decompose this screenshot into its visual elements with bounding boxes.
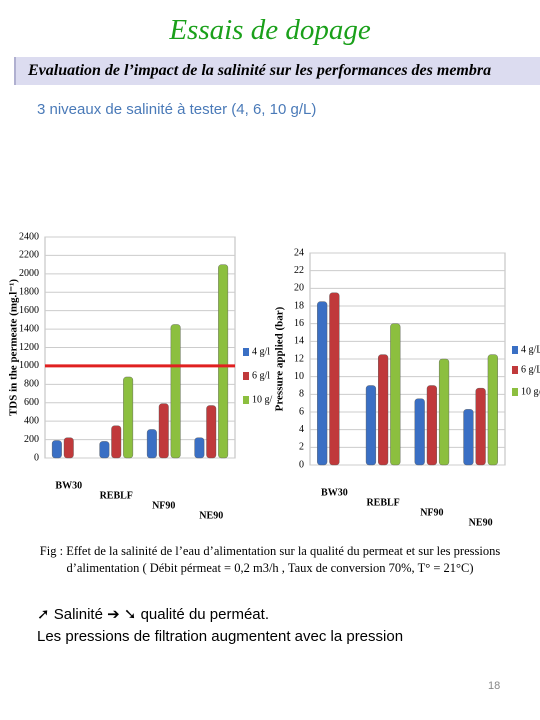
y-tick-label: 0 bbox=[34, 452, 39, 463]
y-tick-label: 4 bbox=[299, 424, 304, 435]
x-tick-label: NF90 bbox=[420, 507, 443, 518]
bar bbox=[317, 301, 328, 466]
x-tick-label: REBLF bbox=[366, 497, 399, 508]
y-tick-label: 400 bbox=[24, 415, 39, 426]
bar bbox=[414, 398, 425, 466]
legend-label: 4 g/L bbox=[521, 344, 540, 355]
y-tick-label: 2000 bbox=[19, 268, 39, 279]
y-tick-label: 600 bbox=[24, 397, 39, 408]
bar bbox=[426, 385, 437, 466]
legend-swatch bbox=[243, 396, 249, 404]
bar bbox=[99, 441, 110, 459]
legend-swatch bbox=[512, 388, 518, 396]
levels-text: 3 niveaux de salinité à tester (4, 6, 10… bbox=[37, 101, 317, 118]
subtitle: Evaluation de l’impact de la salinité su… bbox=[14, 57, 540, 85]
caption: Fig : Effet de la salinité de l’eau d’al… bbox=[39, 544, 501, 575]
y-tick-label: 1400 bbox=[19, 323, 39, 334]
bar bbox=[146, 429, 157, 459]
legend-label: 6 g/l bbox=[252, 370, 270, 381]
y-tick-label: 18 bbox=[294, 300, 304, 311]
y-tick-label: 1600 bbox=[19, 305, 39, 316]
y-tick-label: 12 bbox=[294, 353, 304, 364]
bullet: ➚ Salinité ➔ ➘ qualité du perméat. bbox=[37, 606, 269, 623]
legend-label: 10 g/L bbox=[521, 386, 540, 397]
y-axis-label: TDS in the permeate (mg.l⁻¹) bbox=[8, 279, 20, 416]
legend-swatch bbox=[243, 348, 249, 356]
y-tick-label: 800 bbox=[24, 379, 39, 390]
y-tick-label: 6 bbox=[299, 406, 304, 417]
legend-swatch bbox=[512, 366, 518, 374]
y-tick-label: 1800 bbox=[19, 287, 39, 298]
y-tick-label: 20 bbox=[294, 283, 304, 294]
y-tick-label: 200 bbox=[24, 434, 39, 445]
legend-swatch bbox=[243, 372, 249, 380]
legend-swatch bbox=[512, 346, 518, 354]
bar bbox=[123, 376, 134, 459]
x-tick-label: NE90 bbox=[199, 510, 223, 521]
bar bbox=[390, 323, 401, 466]
x-tick-label: NE90 bbox=[469, 517, 493, 528]
y-tick-label: 2200 bbox=[19, 250, 39, 261]
bar bbox=[365, 385, 377, 466]
y-tick-label: 22 bbox=[294, 265, 304, 276]
y-tick-label: 16 bbox=[294, 318, 304, 329]
bar bbox=[170, 324, 181, 459]
bar bbox=[158, 403, 169, 459]
bar bbox=[438, 358, 450, 466]
bar bbox=[329, 292, 340, 466]
x-tick-label: REBLF bbox=[100, 490, 133, 501]
x-tick-label: BW30 bbox=[55, 480, 82, 491]
bar bbox=[378, 354, 389, 466]
bar bbox=[111, 425, 122, 459]
bar bbox=[206, 405, 217, 459]
page-number: 18 bbox=[488, 680, 501, 692]
bar bbox=[63, 437, 74, 459]
bar bbox=[487, 354, 498, 466]
y-tick-label: 1200 bbox=[19, 342, 39, 353]
x-tick-label: NF90 bbox=[152, 500, 175, 511]
charts: 0200400600800100012001400160018002000220… bbox=[8, 231, 540, 528]
y-tick-label: 8 bbox=[299, 389, 304, 400]
y-tick-label: 10 bbox=[294, 371, 304, 382]
x-tick-label: BW30 bbox=[321, 487, 348, 498]
y-tick-label: 24 bbox=[294, 247, 304, 258]
bar bbox=[463, 409, 474, 466]
bar bbox=[218, 264, 229, 459]
y-tick-label: 2400 bbox=[19, 231, 39, 242]
legend-label: 4 g/l bbox=[252, 346, 270, 357]
title: Essais de dopage bbox=[169, 14, 371, 46]
bar bbox=[51, 440, 62, 459]
y-tick-label: 2 bbox=[299, 442, 304, 453]
y-axis-label: Pressure applied (bar) bbox=[274, 306, 286, 411]
bar bbox=[194, 437, 205, 459]
y-tick-label: 14 bbox=[294, 336, 304, 347]
legend-label: 10 g/ bbox=[252, 394, 273, 405]
bar bbox=[475, 387, 486, 466]
legend-label: 6 g/L bbox=[521, 364, 540, 375]
y-tick-label: 0 bbox=[299, 459, 304, 470]
bullet: Les pressions de filtration augmentent a… bbox=[37, 628, 404, 645]
y-tick-label: 1000 bbox=[19, 360, 39, 371]
